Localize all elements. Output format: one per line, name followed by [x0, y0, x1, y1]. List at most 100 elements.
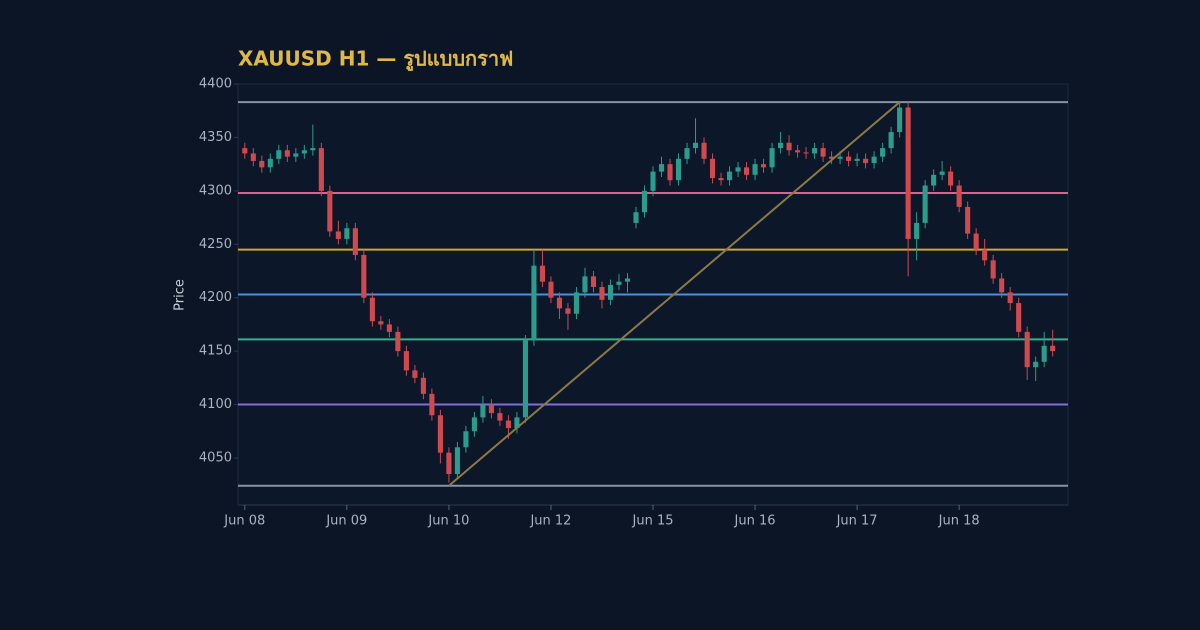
- candle-body: [242, 148, 248, 154]
- candle-body: [437, 415, 443, 453]
- candle-body: [259, 160, 265, 168]
- candle-body: [539, 265, 545, 282]
- candle-body: [692, 142, 699, 149]
- candle-body: [709, 158, 716, 179]
- candle-body: [480, 404, 486, 418]
- candle-body: [386, 324, 392, 332]
- y-tick-label: 4250: [199, 237, 232, 252]
- candle-body: [880, 148, 886, 157]
- y-tick-label: 4100: [199, 397, 232, 412]
- candle-body: [403, 351, 409, 371]
- candle-body: [335, 231, 341, 239]
- candle-body: [471, 417, 477, 432]
- candle-body: [1033, 361, 1039, 368]
- candle-body: [590, 276, 597, 288]
- candle-body: [871, 156, 877, 164]
- candle-body: [726, 171, 733, 181]
- candle-body: [284, 150, 290, 157]
- candle-body: [573, 292, 580, 314]
- candle-body: [318, 148, 324, 191]
- candle-body: [361, 254, 367, 298]
- candle-body: [250, 153, 256, 161]
- candle-body: [667, 164, 673, 181]
- candle-body: [420, 377, 426, 394]
- y-tick-label: 4200: [199, 290, 232, 305]
- candle-body: [650, 171, 656, 191]
- candle-body: [344, 228, 350, 239]
- candle-body: [778, 142, 784, 149]
- y-tick-label: 4350: [199, 130, 232, 145]
- candle-body: [982, 249, 988, 261]
- candle-body: [522, 340, 528, 418]
- candle-body: [327, 190, 333, 232]
- candle-body: [1016, 303, 1022, 332]
- candle-body: [616, 281, 622, 285]
- candle-body: [905, 107, 911, 239]
- candle-body: [267, 158, 273, 168]
- candle-body: [769, 148, 775, 168]
- candle-body: [743, 167, 750, 175]
- candle-body: [990, 260, 996, 279]
- candle-body: [948, 171, 954, 186]
- x-tick-label: Jun 18: [938, 514, 980, 529]
- candle-body: [761, 164, 767, 168]
- candle-body: [599, 287, 605, 300]
- x-tick-label: Jun 10: [427, 514, 469, 529]
- candle-body: [1041, 345, 1047, 362]
- candle-body: [863, 158, 869, 164]
- candle-body: [301, 150, 307, 154]
- y-axis-label: Price: [173, 279, 188, 311]
- candle-body: [378, 321, 384, 325]
- candle-body: [556, 297, 563, 309]
- candle-body: [812, 148, 818, 154]
- candle-body: [310, 148, 316, 151]
- x-tick-label: Jun 08: [223, 514, 265, 529]
- candle-body: [795, 150, 801, 153]
- candle-body: [1050, 345, 1056, 352]
- candle-body: [965, 206, 971, 234]
- candle-body: [369, 297, 375, 322]
- x-tick-label: Jun 12: [529, 514, 571, 529]
- candle-body: [548, 281, 554, 298]
- candle-body: [446, 452, 452, 475]
- candle-body: [505, 420, 511, 429]
- candle-body: [1007, 292, 1013, 304]
- candle-body: [497, 413, 503, 421]
- candle-body: [939, 171, 945, 175]
- candle-body: [1024, 331, 1030, 368]
- candle-body: [293, 153, 299, 157]
- candle-body: [854, 158, 860, 161]
- candle-body: [412, 370, 418, 378]
- candle-body: [888, 132, 894, 149]
- candle-body: [803, 152, 809, 154]
- x-tick-label: Jun 15: [632, 514, 674, 529]
- candle-body: [641, 190, 648, 213]
- candle-body: [846, 156, 852, 161]
- candle-body: [352, 228, 358, 255]
- candle-body: [897, 107, 903, 133]
- candle-body: [624, 278, 631, 282]
- candle-body: [395, 331, 401, 352]
- candle-body: [922, 185, 928, 223]
- x-tick-label: Jun 17: [836, 514, 878, 529]
- x-tick-label: Jun 16: [734, 514, 776, 529]
- y-tick-label: 4300: [199, 183, 232, 198]
- candle-body: [999, 278, 1005, 293]
- candle-body: [786, 142, 792, 151]
- candle-body: [931, 174, 937, 186]
- candle-body: [607, 284, 614, 300]
- candle-body: [701, 142, 707, 159]
- candle-body: [633, 212, 639, 223]
- candle-body: [752, 164, 758, 175]
- x-tick-label: Jun 09: [325, 514, 367, 529]
- candle-body: [675, 158, 682, 181]
- y-tick-label: 4150: [199, 344, 232, 359]
- candle-body: [514, 417, 520, 429]
- candle-body: [684, 148, 690, 159]
- y-tick-label: 4050: [199, 450, 232, 465]
- candle-body: [454, 447, 460, 475]
- candle-body: [658, 164, 665, 172]
- candle-body: [829, 156, 835, 159]
